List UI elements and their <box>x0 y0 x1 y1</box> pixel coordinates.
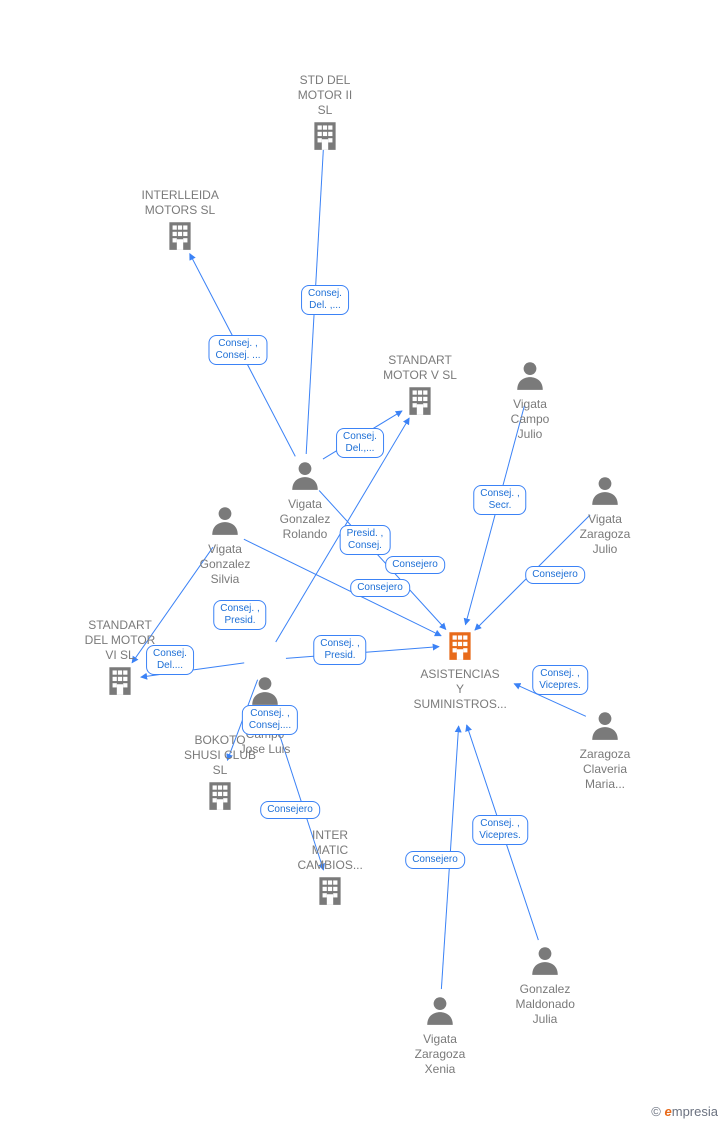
node-focus[interactable]: ASISTENCIAS Y SUMINISTROS... <box>414 628 507 712</box>
edge-label: Consej. , Consej. ... <box>208 335 267 365</box>
person-icon <box>513 358 547 397</box>
company-icon <box>203 778 237 817</box>
node-label: STANDART MOTOR V SL <box>383 353 457 383</box>
person-icon <box>288 458 322 497</box>
person-icon <box>588 473 622 512</box>
diagram-canvas <box>0 0 728 1125</box>
node-label: Vigata Campo Julio <box>511 397 550 442</box>
edge-label: Consej. Del.,... <box>336 428 384 458</box>
node-label: INTER MATIC CAMBIOS... <box>298 828 363 873</box>
company-icon <box>443 628 477 667</box>
edge-label: Consej. , Vicepres. <box>472 815 528 845</box>
node-label: STD DEL MOTOR II SL <box>289 73 361 118</box>
node-label: Gonzalez Maldonado Julia <box>516 982 575 1027</box>
copyright-symbol: © <box>651 1104 661 1119</box>
edge-label: Consej. , Vicepres. <box>532 665 588 695</box>
node-rolando[interactable]: Vigata Gonzalez Rolando <box>280 458 331 542</box>
brand-rest: mpresia <box>672 1104 718 1119</box>
node-xenia[interactable]: Vigata Zaragoza Xenia <box>415 993 466 1077</box>
node-label: ASISTENCIAS Y SUMINISTROS... <box>414 667 507 712</box>
node-julio_campo[interactable]: Vigata Campo Julio <box>511 358 550 442</box>
person-icon <box>588 708 622 747</box>
company-icon <box>313 873 347 912</box>
person-icon <box>208 503 242 542</box>
node-standart_v[interactable]: STANDART MOTOR V SL <box>383 353 457 422</box>
brand-e: e <box>665 1104 672 1119</box>
node-intermatic[interactable]: INTER MATIC CAMBIOS... <box>298 828 363 912</box>
company-icon <box>103 663 137 702</box>
edge-label: Consejero <box>350 579 410 597</box>
edge-label: Presid. , Consej. <box>340 525 391 555</box>
node-label: Vigata Gonzalez Rolando <box>280 497 331 542</box>
edge-label: Consej. Del. ,... <box>301 285 349 315</box>
edge-label: Consej. Del.... <box>146 645 194 675</box>
node-julio_zaragoza[interactable]: Vigata Zaragoza Julio <box>580 473 631 557</box>
edge-label: Consej. , Presid. <box>313 635 366 665</box>
node-label: Vigata Zaragoza Xenia <box>415 1032 466 1077</box>
edge-label: Consej. , Consej.... <box>242 705 298 735</box>
node-label: STANDART DEL MOTOR VI SL <box>85 618 156 663</box>
footer-credit: © empresia <box>651 1104 718 1119</box>
node-label: Vigata Zaragoza Julio <box>580 512 631 557</box>
edge-label: Consejero <box>525 566 585 584</box>
node-label: Zaragoza Claveria Maria... <box>580 747 631 792</box>
company-icon <box>308 118 342 157</box>
node-standart_vi[interactable]: STANDART DEL MOTOR VI SL <box>85 618 156 702</box>
edge-label: Consej. , Secr. <box>473 485 526 515</box>
edge-label: Consejero <box>385 556 445 574</box>
node-label: INTERLLEIDA MOTORS SL <box>142 188 219 218</box>
node-interlleida[interactable]: INTERLLEIDA MOTORS SL <box>142 188 219 257</box>
person-icon <box>423 993 457 1032</box>
node-label: Vigata Gonzalez Silvia <box>200 542 251 587</box>
company-icon <box>403 383 437 422</box>
edge-label: Consejero <box>260 801 320 819</box>
person-icon <box>528 943 562 982</box>
company-icon <box>163 218 197 257</box>
node-gonzalez_maldonado[interactable]: Gonzalez Maldonado Julia <box>516 943 575 1027</box>
node-silvia[interactable]: Vigata Gonzalez Silvia <box>200 503 251 587</box>
node-zaragoza_claveria[interactable]: Zaragoza Claveria Maria... <box>580 708 631 792</box>
edge-label: Consej. , Presid. <box>213 600 266 630</box>
node-std_motor_ii[interactable]: STD DEL MOTOR II SL <box>289 73 361 157</box>
edge-label: Consejero <box>405 851 465 869</box>
